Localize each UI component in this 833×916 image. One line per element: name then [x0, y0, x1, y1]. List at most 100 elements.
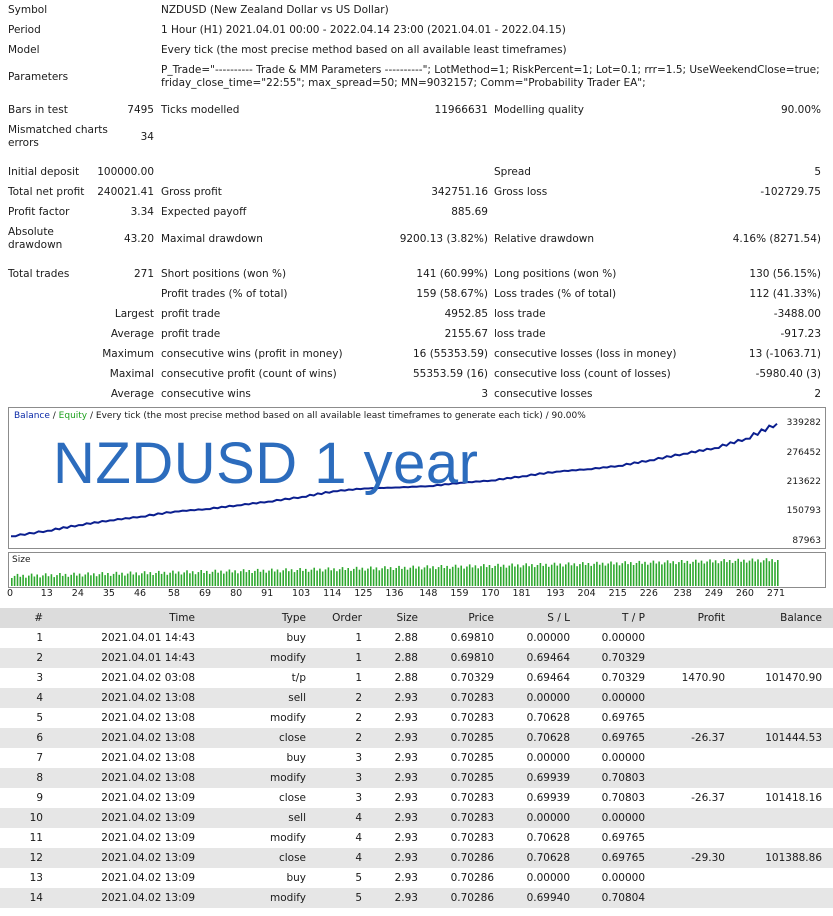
size-bar [126, 573, 129, 586]
average-label: Average [110, 328, 154, 340]
size-bar [536, 565, 539, 586]
cell-balance: 101388.86 [765, 852, 822, 864]
size-bar [392, 570, 395, 586]
size-bar [777, 560, 779, 586]
cell-type: modify [270, 772, 306, 784]
size-bar [265, 572, 267, 586]
size-bar [630, 562, 632, 586]
cell-profit: -29.30 [691, 852, 725, 864]
size-bar [497, 563, 499, 586]
ptrades-value: 159 (58.67%) [416, 288, 488, 300]
size-bar [64, 573, 67, 586]
ptrades-label: Profit trades (% of total) [161, 288, 288, 300]
cell-tp: 0.70804 [601, 892, 645, 904]
cell-balance: 101444.53 [765, 732, 822, 744]
table-row: 12 2021.04.02 13:09 close 4 2.93 0.70286 0.706… [0, 848, 833, 868]
size-bar [22, 574, 24, 586]
cell-time: 2021.04.02 13:08 [101, 712, 195, 724]
table-header: # Time Type Order Size Price S / L T / P Profit B… [0, 608, 833, 628]
size-bar [240, 571, 242, 586]
size-bar [559, 563, 561, 586]
reldd-value: 4.16% (8271.54) [732, 233, 821, 245]
cell-order: 2 [355, 692, 362, 704]
size-bar [658, 561, 660, 586]
size-bar [443, 568, 446, 586]
cell-price: 0.70286 [450, 872, 494, 884]
cell-num: 7 [36, 752, 43, 764]
size-bar [751, 558, 754, 586]
size-bar [158, 570, 160, 586]
size-bar [268, 570, 270, 586]
maximal-loss-value: -5980.40 (3) [755, 368, 821, 380]
size-bar [353, 568, 355, 586]
cell-profit: -26.37 [691, 732, 725, 744]
size-bar [525, 563, 527, 586]
size-bar [251, 573, 253, 586]
size-bar [112, 573, 115, 586]
absdd-label-2: drawdown [8, 239, 63, 251]
size-bar [228, 569, 231, 586]
size-bar [517, 564, 519, 586]
cell-sl: 0.00000 [526, 752, 570, 764]
size-bar [358, 569, 361, 586]
y-tick-label: 339282 [786, 418, 821, 428]
chart-legend: Balance / Equity / Every tick (the most … [14, 411, 586, 421]
maximal-loss-label: consecutive loss (count of losses) [494, 368, 671, 380]
header-profit: Profit [697, 612, 725, 624]
size-bar [457, 567, 460, 586]
size-bar [754, 561, 756, 586]
size-bar [313, 567, 315, 586]
size-bar [355, 566, 358, 586]
cell-price: 0.70283 [450, 832, 494, 844]
size-bar [76, 575, 78, 586]
x-tick-label: 103 [292, 588, 311, 599]
cell-order: 2 [355, 712, 362, 724]
size-bar [180, 574, 183, 586]
spread-value: 5 [814, 166, 821, 178]
size-bar [197, 572, 200, 586]
cell-tp: 0.70329 [601, 652, 645, 664]
table-row: 6 2021.04.02 13:08 close 2 2.93 0.70285 0.7062… [0, 728, 833, 748]
cell-num: 1 [36, 632, 43, 644]
x-tick-label: 80 [230, 588, 243, 599]
size-bar [98, 574, 101, 586]
cell-time: 2021.04.02 13:09 [101, 792, 195, 804]
quality-value: 90.00% [780, 104, 821, 116]
size-bar [217, 572, 219, 586]
cell-price: 0.70285 [450, 732, 494, 744]
y-tick-label: 276452 [786, 447, 821, 458]
cell-num: 4 [36, 692, 43, 704]
cell-sl: 0.69939 [526, 792, 570, 804]
cell-order: 1 [355, 632, 362, 644]
size-bar [316, 570, 318, 586]
short-value: 141 (60.99%) [416, 268, 488, 280]
size-bar [483, 564, 485, 586]
size-bar [189, 573, 191, 586]
size-bar [717, 563, 720, 586]
x-tick-label: 170 [481, 588, 500, 599]
size-bar [220, 570, 222, 586]
size-bar [683, 562, 686, 586]
x-tick-label: 238 [673, 588, 692, 599]
short-label: Short positions (won %) [161, 268, 287, 280]
size-bar [663, 562, 666, 586]
size-bar [661, 564, 663, 586]
size-bar [56, 575, 58, 586]
x-tick-label: 35 [102, 588, 115, 599]
header-balance: Balance [780, 612, 822, 624]
size-bar [279, 572, 282, 586]
size-bar [511, 563, 513, 586]
size-bar [321, 571, 324, 586]
size-label: Size [12, 555, 31, 565]
quality-label: Modelling quality [494, 104, 584, 116]
size-bar [666, 560, 669, 586]
size-bar [429, 568, 431, 586]
size-bar [70, 574, 72, 586]
size-bar [607, 563, 609, 586]
cell-type: modify [270, 892, 306, 904]
size-bar [627, 564, 629, 586]
cell-time: 2021.04.02 13:09 [101, 872, 195, 884]
size-bar [426, 565, 429, 586]
size-bar [615, 562, 618, 586]
size-bar [723, 559, 725, 586]
